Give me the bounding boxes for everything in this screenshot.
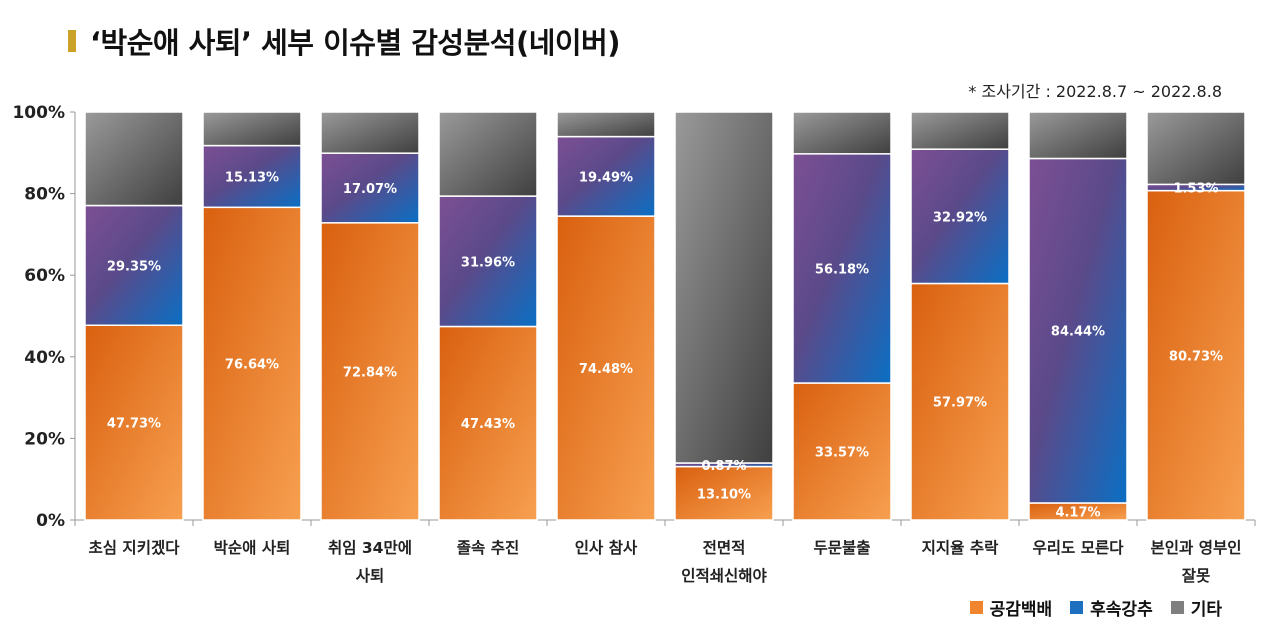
bar-segment-gita: [910, 111, 1010, 150]
x-category-label: 잘못: [1182, 566, 1211, 585]
x-category-label: 인사 참사: [575, 538, 638, 557]
bar-segment-gonggam: [84, 324, 184, 521]
bar-segment-gita: [202, 111, 302, 147]
data-label: 47.73%: [107, 417, 161, 432]
x-category-label: 취임 34만에: [328, 539, 412, 557]
data-label: 57.97%: [933, 396, 987, 411]
data-label: 19.49%: [579, 170, 633, 185]
data-label: 13.10%: [697, 487, 751, 502]
y-tick-label: 80%: [24, 185, 65, 205]
data-label: 84.44%: [1051, 325, 1105, 340]
data-label: 74.48%: [579, 362, 633, 377]
x-category-label: 초심 지키겠다: [89, 539, 181, 557]
data-label: 32.92%: [933, 210, 987, 225]
y-tick-label: 20%: [24, 429, 65, 449]
bar-segment-gita: [792, 111, 892, 155]
data-label: 15.13%: [225, 170, 279, 185]
bar-segment-gonggam: [438, 325, 538, 521]
data-label: 4.17%: [1055, 505, 1100, 520]
data-label: 29.35%: [107, 259, 161, 274]
x-category-label: 지지율 추락: [922, 538, 999, 557]
legend-item-gita: 기타: [1170, 595, 1222, 620]
chart-title: ‘박순애 사퇴’ 세부 이슈별 감성분석(네이버): [90, 26, 621, 60]
bar-segment-gita: [556, 111, 656, 138]
bar-segment-gonggam: [910, 282, 1010, 521]
legend-item-gonggam: 공감백배: [969, 595, 1053, 620]
title-accent-bar: [68, 30, 76, 52]
data-label: 56.18%: [815, 262, 869, 277]
y-tick-label: 0%: [36, 511, 65, 531]
x-category-label: 사퇴: [356, 567, 385, 585]
bar-segment-husok: [438, 195, 538, 328]
data-label: 31.96%: [461, 255, 515, 270]
legend-swatch-gray: [1170, 601, 1184, 614]
legend-label: 공감백배: [989, 600, 1053, 620]
legend-swatch-blue: [1070, 601, 1084, 614]
data-label: 80.73%: [1169, 349, 1223, 364]
bar-segment-gita: [1028, 111, 1128, 160]
bar-segment-husok: [320, 152, 420, 224]
bar-segment-gonggam: [1146, 189, 1246, 521]
x-category-label: 전면적: [703, 539, 746, 557]
legend: 공감백배 후속강추 기타: [969, 595, 1222, 620]
x-category-label: 박순애 사퇴: [214, 538, 291, 557]
x-category-label: 우리도 모른다: [1033, 539, 1125, 557]
data-label: 47.43%: [461, 417, 515, 432]
bar-segment-husok: [1028, 157, 1128, 504]
survey-period-note: * 조사기간 : 2022.8.7 ~ 2022.8.8: [968, 82, 1222, 101]
bar-segment-gonggam: [320, 222, 420, 521]
y-tick-label: 100%: [12, 103, 65, 123]
x-category-label: 본인과 영부인: [1151, 539, 1242, 557]
bar-segment-gita: [1146, 111, 1246, 186]
bar-segment-husok: [556, 135, 656, 217]
legend-item-husok: 후속강추: [1070, 595, 1153, 620]
x-category-label: 두문불출: [813, 539, 870, 557]
data-label: 76.64%: [225, 358, 279, 373]
bar-segment-husok: [84, 204, 184, 327]
bar-segment-gonggam: [792, 382, 892, 521]
y-tick-label: 60%: [24, 266, 65, 286]
bar-segment-husok: [792, 153, 892, 384]
bar-segment-gita: [438, 111, 538, 197]
y-tick-label: 40%: [24, 348, 65, 368]
data-label: 17.07%: [343, 182, 397, 197]
bar-segment-gita: [674, 111, 774, 464]
data-label: 0.87%: [701, 459, 746, 474]
data-label: 72.84%: [343, 365, 397, 380]
bar-segment-husok: [910, 148, 1010, 285]
data-label: 33.57%: [815, 446, 869, 461]
data-label: 1.53%: [1173, 182, 1218, 197]
legend-label: 후속강추: [1090, 600, 1153, 620]
bar-segment-gonggam: [556, 215, 656, 521]
x-category-label: 인적쇄신해야: [681, 567, 767, 585]
bar-segment-gita: [84, 111, 184, 207]
bar-segment-gita: [320, 111, 420, 154]
legend-swatch-orange: [969, 601, 983, 614]
legend-label: 기타: [1190, 600, 1222, 620]
x-category-label: 졸속 추진: [457, 538, 519, 557]
